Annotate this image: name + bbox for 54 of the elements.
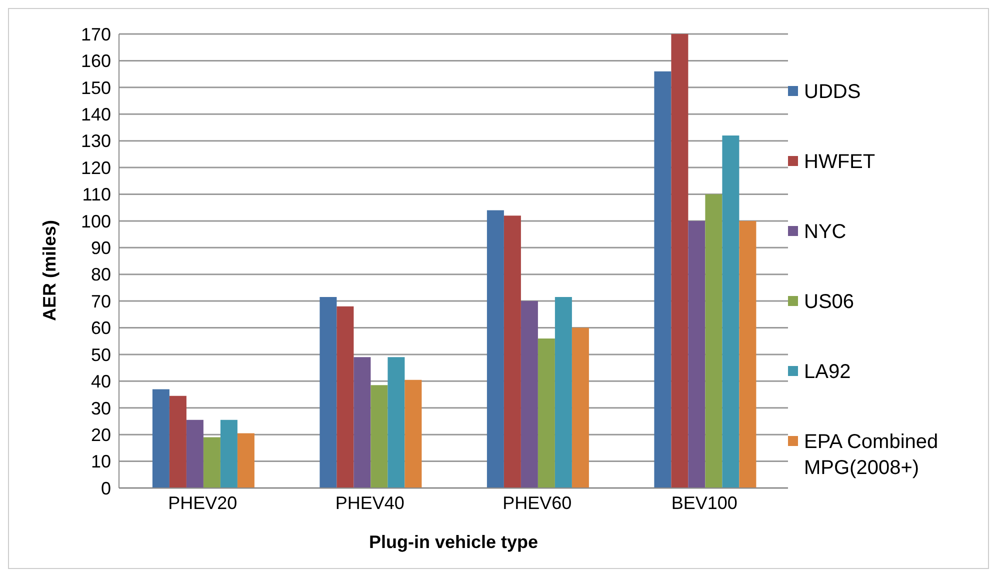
bar (554, 297, 572, 488)
x-tick-label: PHEV60 (502, 492, 572, 513)
y-tick-label: 120 (80, 158, 111, 178)
bar (169, 396, 186, 488)
y-tick-label: 150 (80, 78, 111, 98)
y-tick-label: 170 (80, 24, 111, 44)
bar (688, 220, 706, 488)
y-axis-title: AER (miles) (39, 220, 60, 321)
y-tick-label: 160 (80, 51, 111, 72)
bar (388, 357, 405, 488)
bar (722, 135, 740, 488)
y-tick-label: 100 (80, 211, 111, 232)
bar (370, 385, 388, 488)
legend-label: US06 (804, 290, 854, 314)
bar (538, 338, 555, 488)
bar (404, 380, 422, 488)
y-tick-label: 80 (90, 264, 111, 285)
y-tick-label: 50 (90, 344, 111, 365)
bar (739, 220, 756, 488)
y-tick-label: 140 (80, 104, 111, 125)
legend-label: UDDS (804, 80, 861, 104)
bar (186, 420, 204, 488)
bar (220, 420, 238, 488)
bar (237, 433, 254, 488)
bar (336, 306, 354, 488)
legend-label: LA92 (804, 360, 851, 384)
x-tick-label: PHEV40 (335, 492, 404, 513)
x-axis-title: Plug-in vehicle type (368, 532, 538, 552)
y-tick-label: 90 (90, 238, 111, 258)
y-tick-label: 20 (90, 424, 111, 445)
bar (705, 194, 722, 488)
bar (203, 437, 220, 488)
bar (320, 297, 337, 488)
bar (354, 357, 371, 488)
y-tick-label: 110 (82, 184, 111, 205)
y-tick-label: 130 (80, 131, 111, 152)
y-tick-label: 10 (90, 452, 111, 472)
bar (671, 34, 688, 488)
bar (152, 389, 170, 488)
x-tick-label: BEV100 (671, 492, 738, 513)
y-tick-label: 60 (90, 318, 111, 338)
bar (654, 71, 672, 488)
x-tick-label: PHEV20 (168, 492, 238, 513)
bar (572, 328, 589, 488)
legend-label: NYC (804, 220, 846, 244)
bar (520, 301, 538, 488)
y-tick-label: 30 (90, 398, 111, 418)
bar (486, 210, 504, 488)
y-tick-label: 70 (90, 291, 111, 312)
y-tick-label: 0 (100, 478, 111, 498)
legend-label: HWFET (804, 150, 876, 174)
legend-label: EPA Combined MPG(2008+) (804, 430, 940, 480)
y-tick-label: 40 (90, 372, 111, 392)
bar (504, 216, 521, 488)
